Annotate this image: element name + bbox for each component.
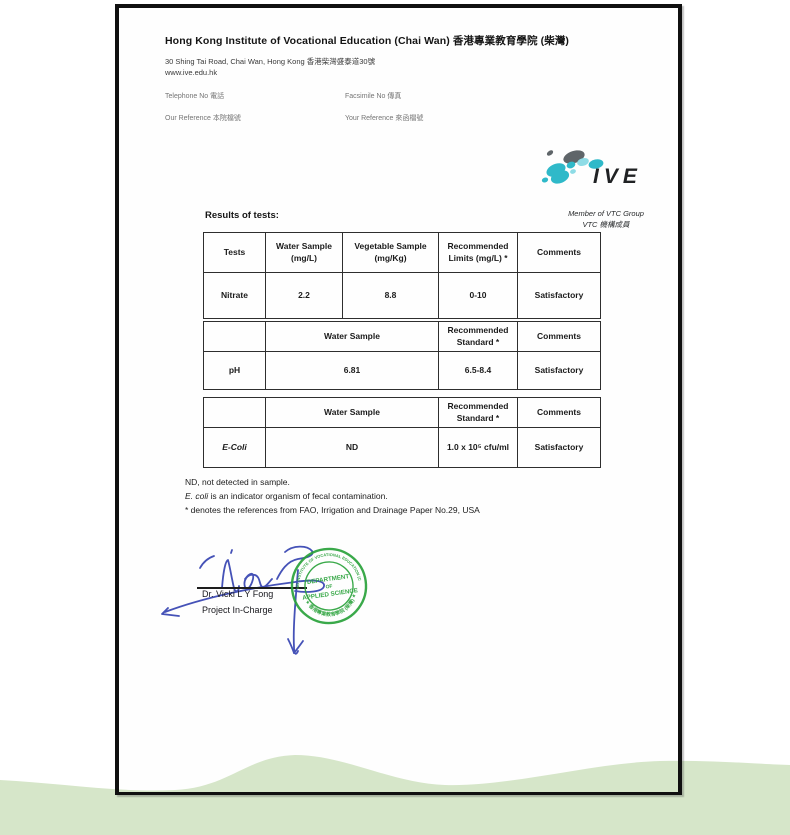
table-cell: E-Coli (203, 427, 266, 468)
ecoli-rest-text: is an indicator organism of fecal contam… (208, 491, 388, 501)
document-page: Hong Kong Institute of Vocational Educat… (115, 4, 682, 795)
table-header-cell: Water Sample (265, 321, 439, 352)
table-cell: 8.8 (342, 272, 439, 319)
ecoli-italic-text: E. coli (185, 491, 209, 501)
table-header-row: Water Sample Recommended Standard * Comm… (203, 397, 601, 428)
table-header-cell: Comments (517, 321, 601, 352)
table-row: Nitrate 2.2 8.8 0-10 Satisfactory (203, 272, 601, 319)
table-header-cell: Vegetable Sample (mg/Kg) (342, 232, 439, 273)
vtc-member-block: Member of VTC Group VTC 機構成員 (560, 208, 652, 230)
table-header-cell: Recommended Limits (mg/L) * (438, 232, 518, 273)
signature-icon (161, 545, 325, 655)
footnotes: ND, not detected in sample. E. coli is a… (185, 475, 480, 517)
table-cell: 1.0 x 10⁵ cfu/ml (438, 427, 518, 468)
table-row: E-Coli ND 1.0 x 10⁵ cfu/ml Satisfactory (203, 427, 601, 468)
street-address: 30 Shing Tai Road, Chai Wan, Hong Kong 香… (165, 57, 376, 66)
table-header-cell: Comments (517, 232, 601, 273)
facsimile-label: Facsimile No 傳真 (345, 93, 402, 100)
stamp-center-line2: OF (325, 584, 333, 591)
signatory-name: Dr. Vicki L Y Fong (202, 589, 274, 599)
telephone-label: Telephone No 電話 (165, 93, 225, 100)
member-of-vtc-text: Member of VTC Group (568, 209, 644, 218)
table-cell: 2.2 (265, 272, 343, 319)
table-header-cell (203, 321, 266, 352)
address-block: 30 Shing Tai Road, Chai Wan, Hong Kong 香… (165, 56, 375, 78)
table-header-cell (203, 397, 266, 428)
table-row: pH 6.81 6.5-8.4 Satisfactory (203, 351, 601, 390)
table-cell: 0-10 (438, 272, 518, 319)
department-stamp-icon: HONG KONG INSTITUTE OF VOCATIONAL EDUCAT… (282, 539, 368, 625)
table-header-row: Water Sample Recommended Standard * Comm… (203, 321, 601, 352)
results-heading: Results of tests: (205, 210, 279, 221)
table-cell: Satisfactory (517, 427, 601, 468)
table-cell: pH (203, 351, 266, 390)
signature-line (197, 587, 307, 589)
your-reference-label: Your Reference 來函檔號 (345, 115, 424, 122)
footnote-reference: * denotes the references from FAO, Irrig… (185, 505, 480, 515)
table-header-cell: Recommended Standard * (438, 397, 518, 428)
footnote-ecoli: E. coli is an indicator organism of feca… (185, 489, 480, 503)
table-header-row: Tests Water Sample (mg/L) Vegetable Samp… (203, 232, 601, 273)
footnote-nd: ND, not detected in sample. (185, 477, 290, 487)
ive-wordmark: IVE (593, 165, 642, 188)
signatory-role: Project In-Charge (202, 605, 273, 615)
table-cell: Nitrate (203, 272, 266, 319)
table-header-cell: Water Sample (mg/L) (265, 232, 343, 273)
table-cell: 6.81 (265, 351, 439, 390)
ecoli-results-table: Water Sample Recommended Standard * Comm… (203, 397, 601, 468)
nitrate-results-table: Tests Water Sample (mg/L) Vegetable Samp… (203, 232, 601, 319)
ph-results-table: Water Sample Recommended Standard * Comm… (203, 321, 601, 390)
vtc-member-zh-text: VTC 機構成員 (582, 220, 630, 229)
table-cell: Satisfactory (517, 351, 601, 390)
table-cell: 6.5-8.4 (438, 351, 518, 390)
our-reference-label: Our Reference 本院檔號 (165, 115, 241, 122)
table-header-cell: Comments (517, 397, 601, 428)
table-cell: Satisfactory (517, 272, 601, 319)
table-header-cell: Water Sample (265, 397, 439, 428)
website-text: www.ive.edu.hk (165, 68, 218, 77)
table-header-cell: Recommended Standard * (438, 321, 518, 352)
table-cell: ND (265, 427, 439, 468)
table-header-cell: Tests (203, 232, 266, 273)
institute-title: Hong Kong Institute of Vocational Educat… (165, 35, 570, 47)
ive-logo-icon (541, 150, 604, 184)
